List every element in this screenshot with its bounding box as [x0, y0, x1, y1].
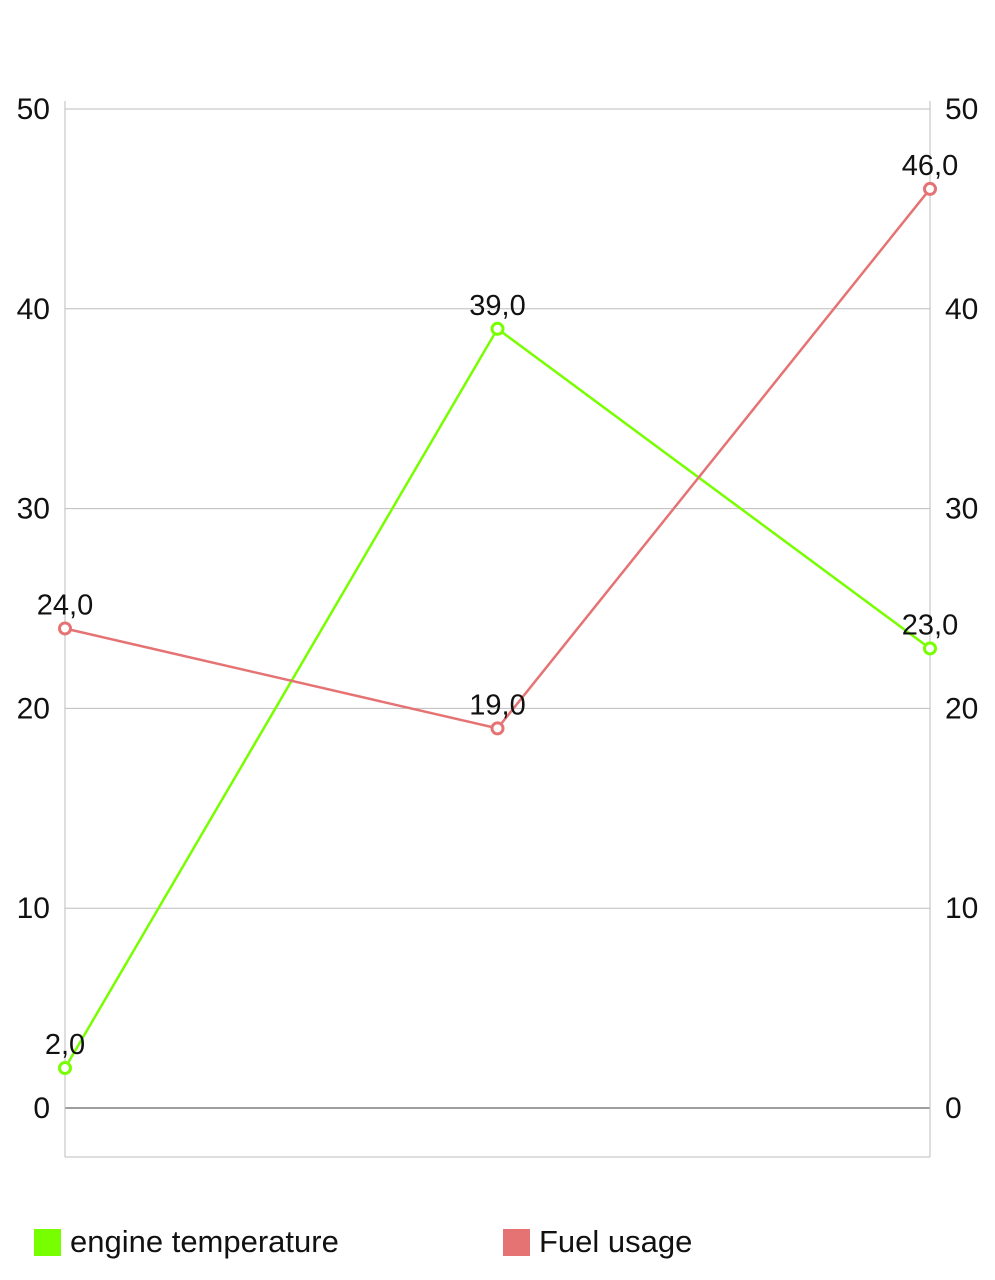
left-tick-label-30: 30 — [17, 493, 50, 526]
left-tick-label-50: 50 — [17, 93, 50, 126]
legend-label-engine-temperature: engine temperature — [70, 1224, 339, 1259]
data-point-engine-temperature-2[interactable] — [923, 641, 937, 656]
chart-canvas: 0 10 20 30 40 50 0 10 20 30 40 50 2,0 39,0 23,0 24,0 19… — [17, 93, 978, 1158]
right-tick-label-20: 20 — [945, 692, 978, 725]
right-tick-label-10: 10 — [945, 892, 978, 925]
left-tick-label-10: 10 — [17, 892, 50, 925]
grid-layer — [65, 108, 930, 1158]
data-point-engine-temperature-1[interactable] — [490, 321, 505, 336]
legend-item-engine-temperature[interactable]: engine temperature — [34, 1222, 339, 1262]
legend-swatch-fuel-usage — [503, 1228, 530, 1256]
legend-item-fuel-usage[interactable]: Fuel usage — [503, 1222, 692, 1262]
data-point-fuel-usage-2[interactable] — [923, 181, 937, 196]
right-tick-label-30: 30 — [945, 493, 978, 526]
data-point-engine-temperature-0[interactable] — [58, 1061, 72, 1076]
data-label-engine-temperature-2: 23,0 — [902, 609, 958, 641]
data-label-engine-temperature-0: 2,0 — [45, 1029, 85, 1061]
left-tick-label-20: 20 — [17, 692, 50, 725]
right-tick-label-40: 40 — [945, 293, 978, 326]
series-line-fuel-usage — [64, 188, 931, 730]
data-label-fuel-usage-1: 19,0 — [469, 689, 525, 721]
right-tick-label-0: 0 — [945, 1092, 962, 1125]
legend: engine temperature Fuel usage — [0, 1222, 995, 1262]
data-label-engine-temperature-1: 39,0 — [469, 290, 525, 322]
data-point-fuel-usage-1[interactable] — [490, 721, 505, 736]
left-tick-label-0: 0 — [33, 1092, 50, 1125]
data-point-fuel-usage-0[interactable] — [58, 621, 72, 636]
series-layer — [58, 181, 937, 1076]
legend-label-fuel-usage: Fuel usage — [539, 1224, 693, 1259]
legend-swatch-engine-temperature — [34, 1228, 61, 1256]
data-label-fuel-usage-0: 24,0 — [37, 589, 93, 621]
right-tick-label-50: 50 — [945, 93, 978, 126]
axis-layer: 0 10 20 30 40 50 0 10 20 30 40 50 — [17, 93, 978, 1157]
data-label-layer: 2,0 39,0 23,0 24,0 19,0 46,0 — [37, 150, 958, 1061]
left-tick-label-40: 40 — [17, 293, 50, 326]
data-label-fuel-usage-2: 46,0 — [902, 150, 958, 182]
